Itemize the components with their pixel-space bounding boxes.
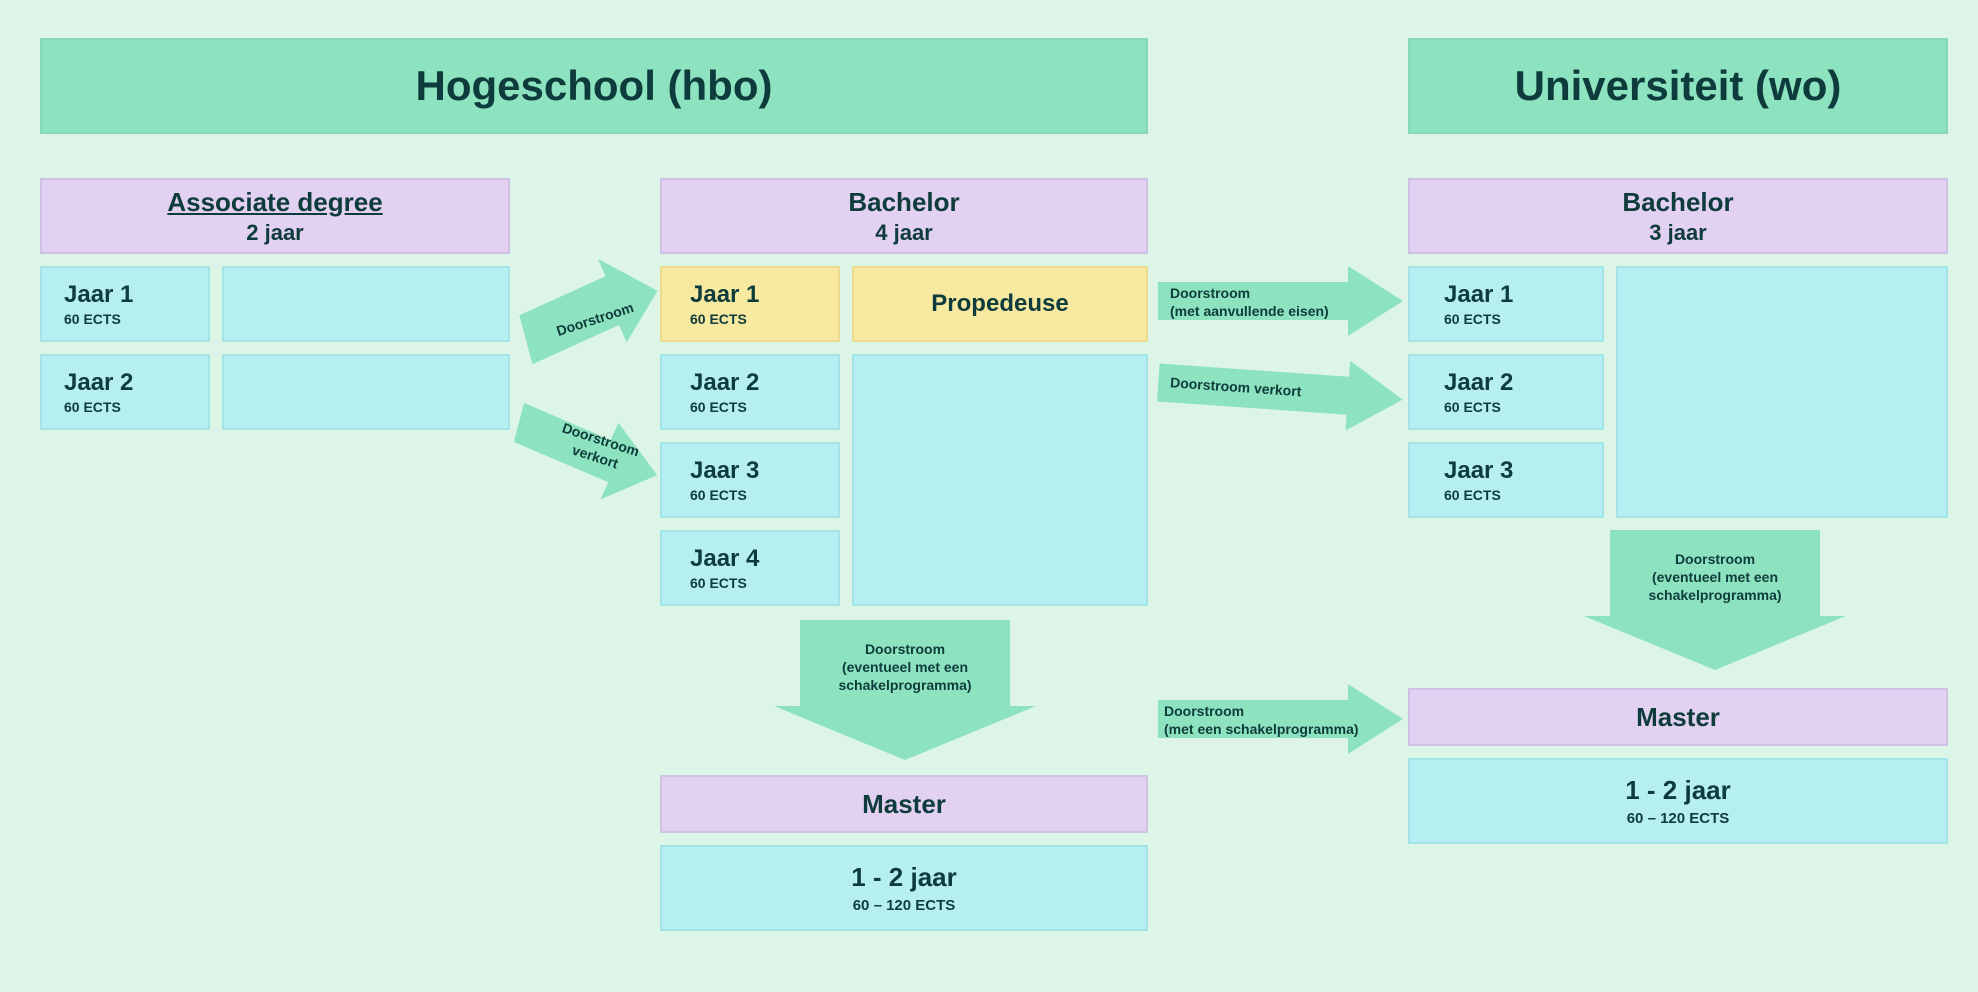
wo-bachelor-year-2-ects: 60 ECTS [1444, 399, 1602, 415]
hbo-bachelor-year-4-ects: 60 ECTS [690, 575, 838, 591]
associate-year-1: Jaar 1 60 ECTS [40, 266, 210, 342]
hbo-bachelor-propedeuse-label: Propedeuse [931, 290, 1068, 318]
hbo-bachelor-year-3-ects: 60 ECTS [690, 487, 838, 503]
hbo-bachelor-year-2-label: Jaar 2 [690, 369, 838, 397]
wo-bachelor-year-2-label: Jaar 2 [1444, 369, 1602, 397]
wo-bachelor-year-3-ects: 60 ECTS [1444, 487, 1602, 503]
wo-bachelor-year-2: Jaar 2 60 ECTS [1408, 354, 1604, 430]
header-hbo: Hogeschool (hbo) [40, 38, 1148, 134]
wo-bachelor-year-3: Jaar 3 60 ECTS [1408, 442, 1604, 518]
associate-year-2-label: Jaar 2 [64, 369, 208, 397]
wo-bachelor-panel [1616, 266, 1948, 518]
hbo-bachelor-panel [852, 354, 1148, 606]
hbo-master-header: Master [660, 775, 1148, 833]
hbo-bachelor-year-2-ects: 60 ECTS [690, 399, 838, 415]
hbo-master-duration-label: 1 - 2 jaar [851, 862, 957, 893]
wo-master-header: Master [1408, 688, 1948, 746]
hbo-bachelor-subtitle: 4 jaar [875, 220, 933, 246]
arrow-hbo-prop-to-wo-label: Doorstroom (met aanvullende eisen) [1170, 284, 1365, 320]
hbo-master-duration-ects: 60 – 120 ECTS [853, 897, 956, 914]
associate-degree-title: Associate degree [167, 187, 382, 218]
associate-year-1-panel [222, 266, 510, 342]
wo-bachelor-year-1: Jaar 1 60 ECTS [1408, 266, 1604, 342]
hbo-bachelor-year-2: Jaar 2 60 ECTS [660, 354, 840, 430]
wo-master-duration-label: 1 - 2 jaar [1625, 775, 1731, 806]
wo-master-duration: 1 - 2 jaar 60 – 120 ECTS [1408, 758, 1948, 844]
hbo-bachelor-year-1: Jaar 1 60 ECTS [660, 266, 840, 342]
hbo-bachelor-year-3-label: Jaar 3 [690, 457, 838, 485]
hbo-bachelor-year-3: Jaar 3 60 ECTS [660, 442, 840, 518]
wo-bachelor-title: Bachelor [1622, 187, 1733, 218]
associate-year-2: Jaar 2 60 ECTS [40, 354, 210, 430]
hbo-master-duration: 1 - 2 jaar 60 – 120 ECTS [660, 845, 1148, 931]
hbo-bachelor-header: Bachelor 4 jaar [660, 178, 1148, 254]
hbo-bachelor-year-1-label: Jaar 1 [690, 281, 838, 309]
associate-year-2-panel [222, 354, 510, 430]
hbo-master-title: Master [862, 789, 946, 820]
wo-bachelor-year-1-label: Jaar 1 [1444, 281, 1602, 309]
header-hbo-text: Hogeschool (hbo) [416, 62, 773, 110]
wo-bachelor-subtitle: 3 jaar [1649, 220, 1707, 246]
wo-master-title: Master [1636, 702, 1720, 733]
wo-bachelor-year-3-label: Jaar 3 [1444, 457, 1602, 485]
associate-year-1-ects: 60 ECTS [64, 311, 208, 327]
arrow-hbo-to-wo-master-label: Doorstroom (met een schakelprogramma) [1164, 702, 1374, 738]
associate-year-1-label: Jaar 1 [64, 281, 208, 309]
arrow-wo-bach-to-master-label: Doorstroom (eventueel met een schakelpro… [1610, 550, 1820, 605]
wo-bachelor-year-1-ects: 60 ECTS [1444, 311, 1602, 327]
header-wo-text: Universiteit (wo) [1515, 62, 1842, 110]
arrow-hbo-bach-to-master-label: Doorstroom (eventueel met een schakelpro… [800, 640, 1010, 695]
hbo-bachelor-year-4-label: Jaar 4 [690, 545, 838, 573]
associate-degree-header: Associate degree 2 jaar [40, 178, 510, 254]
wo-bachelor-header: Bachelor 3 jaar [1408, 178, 1948, 254]
associate-degree-subtitle: 2 jaar [246, 220, 304, 246]
hbo-bachelor-year-1-ects: 60 ECTS [690, 311, 838, 327]
hbo-bachelor-year-4: Jaar 4 60 ECTS [660, 530, 840, 606]
hbo-bachelor-title: Bachelor [848, 187, 959, 218]
wo-master-duration-ects: 60 – 120 ECTS [1627, 810, 1730, 827]
hbo-bachelor-propedeuse: Propedeuse [852, 266, 1148, 342]
header-wo: Universiteit (wo) [1408, 38, 1948, 134]
associate-year-2-ects: 60 ECTS [64, 399, 208, 415]
